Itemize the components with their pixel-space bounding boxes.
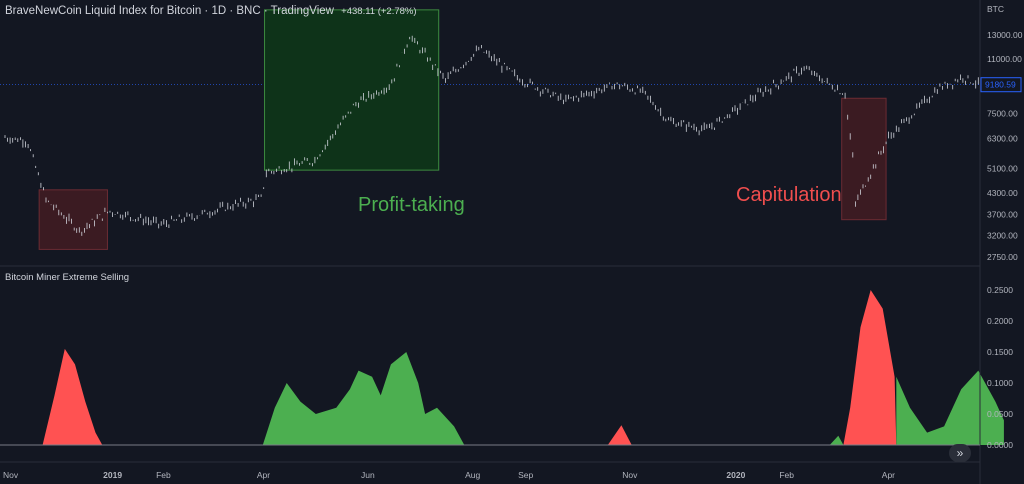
time-tick-label: Feb: [779, 470, 794, 480]
indicator-title: Bitcoin Miner Extreme Selling: [5, 272, 130, 283]
time-tick-label: Nov: [622, 470, 638, 480]
indicator-tick-label: 0.1500: [987, 347, 1013, 357]
time-tick-label: 2019: [103, 470, 122, 480]
indicator-tick-label: 0.0000: [987, 440, 1013, 450]
selling-area-green: [896, 370, 1004, 445]
price-tick-label: 4300.00: [987, 188, 1018, 198]
indicator-tick-label: 0.2000: [987, 316, 1013, 326]
time-tick-label: Feb: [156, 470, 171, 480]
box-bear-2018: [38, 189, 108, 250]
box-profit-taking: [264, 9, 440, 171]
selling-area-green: [262, 352, 465, 445]
annotation-capitulation: Capitulation: [736, 184, 842, 206]
current-price-badge: [980, 77, 1022, 93]
time-tick-label: Apr: [882, 470, 895, 480]
indicator-areas: [42, 290, 1004, 445]
selling-area-red: [607, 425, 632, 445]
price-tick-label: 13000.00: [987, 30, 1023, 40]
price-tick-label: 6300.00: [987, 134, 1018, 144]
price-tick-label: 5100.00: [987, 164, 1018, 174]
price-tick-label: 11000.00: [987, 54, 1022, 64]
price-bars: [4, 35, 979, 236]
price-tick-label: 7500.00: [987, 109, 1018, 119]
price-axis-unit: BTC: [987, 4, 1004, 14]
price-series: [4, 35, 979, 236]
indicator-tick-label: 0.1000: [987, 378, 1013, 388]
time-tick-label: Nov: [3, 470, 19, 480]
indicator-tick-label: 0.2500: [987, 285, 1013, 295]
time-tick-label: Apr: [257, 470, 270, 480]
price-axis: BTC 13000.00 11000.00 7500.00 6300.00 5100.00…: [980, 4, 1023, 262]
time-tick-label: Aug: [465, 470, 480, 480]
price-tick-label: 2750.00: [987, 252, 1018, 262]
chart-header: BraveNewCoin Liquid Index for Bitcoin · …: [5, 5, 417, 17]
annotation-boxes: [38, 9, 887, 250]
time-axis: Nov 2019 Feb Apr Jun Aug Sep Nov 2020 Feb Apr: [3, 470, 895, 480]
time-tick-label: Sep: [518, 470, 533, 480]
selling-area-green: [829, 435, 844, 445]
price-tick-label: 3700.00: [987, 210, 1018, 220]
price-change: +438.11 (+2.78%): [341, 6, 417, 17]
indicator-tick-label: 0.0500: [987, 409, 1013, 419]
selling-area-red: [843, 290, 897, 445]
price-tick-label: 3200.00: [987, 230, 1018, 240]
annotation-profit-taking: Profit-taking: [358, 194, 465, 216]
chart-title: BraveNewCoin Liquid Index for Bitcoin · …: [5, 5, 334, 17]
box-capitulation: [841, 97, 887, 221]
chevron-double-right-icon[interactable]: »: [949, 444, 971, 462]
selling-area-red: [42, 348, 103, 445]
current-price-label: 9180.59: [985, 80, 1016, 90]
time-tick-label: Jun: [361, 470, 375, 480]
time-tick-label: 2020: [726, 470, 745, 480]
indicator-axis: 0.2500 0.2000 0.1500 0.1000 0.0500 0.0000: [987, 285, 1013, 450]
